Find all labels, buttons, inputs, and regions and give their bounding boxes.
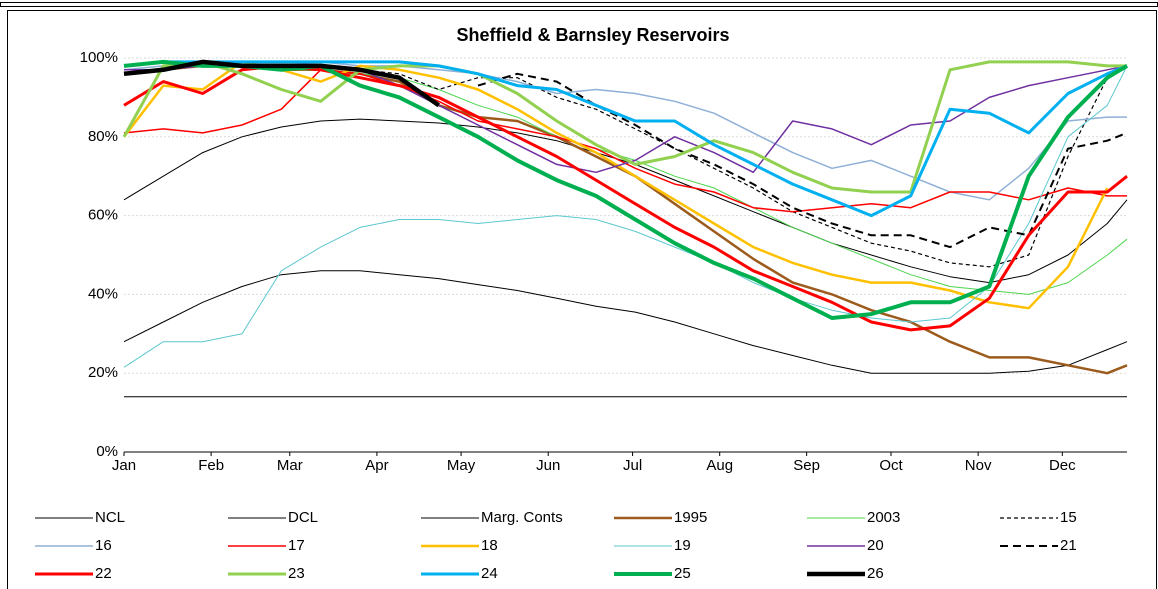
y-tick-label: 0% (96, 443, 118, 460)
legend-label: 24 (481, 565, 498, 582)
series-line (123, 69, 1127, 213)
y-tick-label: 20% (88, 364, 118, 381)
x-tick-label: Jan (112, 457, 136, 474)
legend-label: 1995 (674, 509, 707, 526)
series-line (122, 60, 1127, 194)
x-tick-label: Oct (879, 457, 903, 474)
series-line (123, 60, 1109, 310)
x-tick-label: Feb (198, 457, 224, 474)
x-tick-label: May (447, 457, 476, 474)
chart-frame (7, 10, 1157, 589)
legend-label: 23 (288, 565, 305, 582)
series-line (123, 59, 440, 108)
y-tick-label: 100% (80, 49, 118, 66)
top-frame (0, 2, 1158, 7)
legend-label: 26 (867, 565, 884, 582)
x-tick-label: Aug (706, 457, 733, 474)
legend-label: Marg. Conts (481, 509, 563, 526)
chart-title: Sheffield & Barnsley Reservoirs (456, 25, 729, 45)
legend-label: 17 (288, 537, 305, 554)
series-line (123, 270, 1128, 374)
y-tick-label: 40% (88, 285, 118, 302)
legend-label: 15 (1060, 509, 1077, 526)
legend-label: NCL (95, 509, 125, 526)
legend-label: 19 (674, 537, 691, 554)
legend-label: 22 (95, 565, 112, 582)
x-tick-label: Sep (793, 457, 820, 474)
legend-label: 25 (674, 565, 691, 582)
legend-label: DCL (288, 509, 318, 526)
x-tick-label: Jun (536, 457, 560, 474)
legend-label: 18 (481, 537, 498, 554)
x-tick-label: Mar (277, 457, 303, 474)
series-line (123, 60, 1128, 218)
y-tick-label: 60% (88, 207, 118, 224)
legend-label: 16 (95, 537, 112, 554)
series-line (123, 65, 1128, 368)
x-tick-label: Jul (623, 457, 642, 474)
legend-label: 2003 (867, 509, 900, 526)
series-line (123, 59, 1129, 320)
legend-label: 20 (867, 537, 884, 554)
legend-label: 21 (1060, 537, 1077, 554)
x-tick-label: Apr (365, 457, 388, 474)
x-tick-label: Nov (965, 457, 992, 474)
x-tick-label: Dec (1049, 457, 1076, 474)
y-tick-label: 80% (88, 128, 118, 145)
